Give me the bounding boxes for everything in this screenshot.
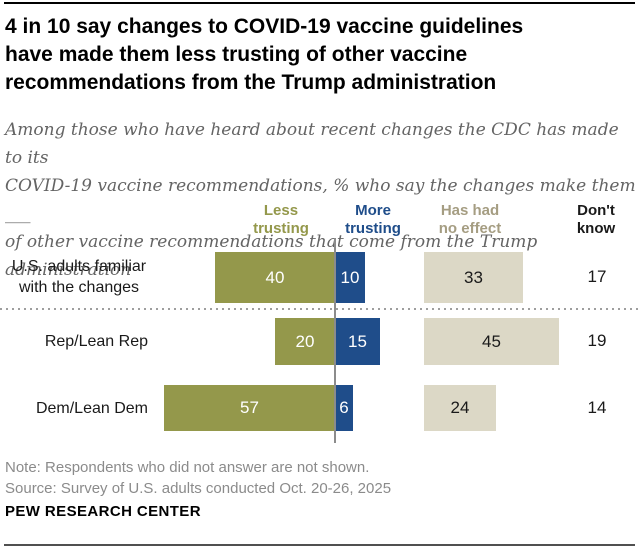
bar-value: 40 <box>265 267 285 287</box>
bar-value: 33 <box>464 267 483 287</box>
dotted-row-separator <box>0 308 639 310</box>
bar-less-trusting: 20 <box>275 318 335 365</box>
bottom-rule <box>4 544 635 546</box>
chart-subtitle-line: of other vaccine recommendations that co… <box>5 232 538 280</box>
chart-title-line: 4 in 10 say changes to COVID-19 vaccine … <box>5 15 524 38</box>
chart-note: Note: Respondents who did not answer are… <box>5 459 370 476</box>
chart-title-line: have made them less trusting of other va… <box>5 43 468 66</box>
bar-no-effect: 24 <box>424 385 496 431</box>
bar-no-effect: 45 <box>424 318 559 365</box>
row-label-us-adults: U.S. adults familiar with the changes <box>11 258 147 296</box>
value-dont-know: 19 <box>587 331 607 350</box>
legend-less-trusting: Less trusting <box>253 202 309 237</box>
legend-more-trusting: More trusting <box>345 202 401 237</box>
bar-more-trusting: 6 <box>335 385 353 431</box>
value-dont-know: 17 <box>587 267 607 286</box>
legend-no-effect: Has had no effect <box>438 202 502 237</box>
bar-value: 10 <box>340 267 360 287</box>
bar-no-effect: 33 <box>424 252 523 303</box>
chart-subtitle: Among those who have heard about recent … <box>5 116 637 284</box>
bar-less-trusting: 40 <box>215 252 335 303</box>
bar-more-trusting: 15 <box>335 318 380 365</box>
center-axis-line <box>334 238 336 443</box>
chart-title: 4 in 10 say changes to COVID-19 vaccine … <box>5 13 635 97</box>
legend-dont-know: Don't know <box>576 202 616 237</box>
chart-source: Source: Survey of U.S. adults conducted … <box>5 480 392 497</box>
chart-title-line: recommendations from the Trump administr… <box>5 71 497 94</box>
top-rule <box>4 2 635 4</box>
value-dont-know: 14 <box>587 398 607 417</box>
bar-value: 57 <box>240 398 259 417</box>
row-label-dem: Dem/Lean Dem <box>35 400 148 417</box>
bar-value: 45 <box>482 331 501 351</box>
pew-research-center-wordmark: PEW RESEARCH CENTER <box>5 503 201 520</box>
bar-more-trusting: 10 <box>335 252 365 303</box>
row-label-rep: Rep/Lean Rep <box>44 333 148 350</box>
bar-value: 15 <box>348 331 367 351</box>
bar-value: 6 <box>339 398 349 417</box>
chart-subtitle-line: Among those who have heard about recent … <box>5 120 619 168</box>
chart-subtitle-line: COVID-19 vaccine recommendations, % who … <box>5 176 636 224</box>
bar-value: 20 <box>295 331 315 351</box>
bar-less-trusting: 57 <box>164 385 335 431</box>
bar-value: 24 <box>450 398 470 417</box>
